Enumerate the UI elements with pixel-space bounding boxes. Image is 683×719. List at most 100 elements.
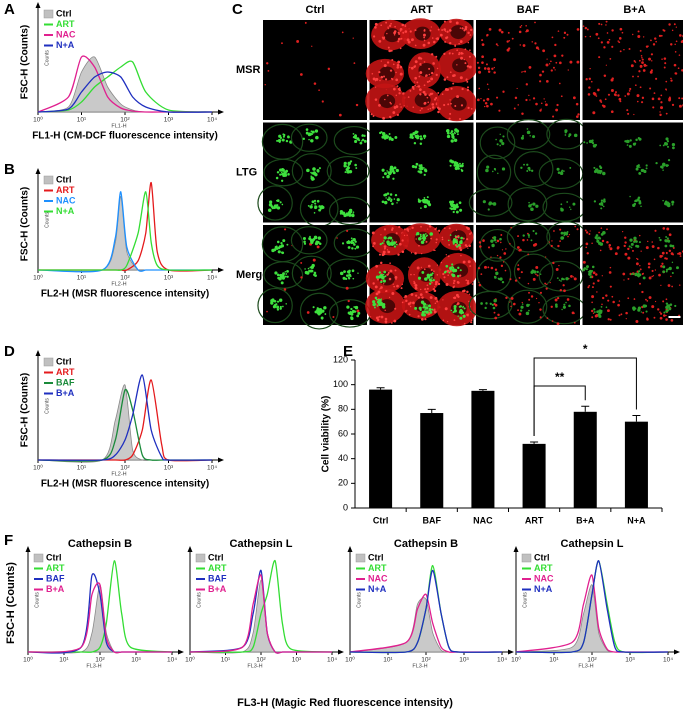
micrograph-spot [495, 43, 498, 46]
micrograph-spot [456, 163, 460, 168]
micrograph-spot [561, 277, 564, 281]
y-axis-label: FSC-H (Counts) [20, 373, 31, 447]
x-inner-label: FL2-H [111, 281, 126, 287]
micrograph-spot [414, 286, 418, 290]
micrograph-spot [437, 28, 440, 31]
x-tick-label: 10² [421, 657, 431, 664]
micrograph-spot [510, 305, 512, 308]
micrograph-spot [585, 268, 588, 271]
column-header: B+A [623, 4, 645, 16]
micrograph-spot [428, 282, 432, 285]
cell-outline [326, 155, 370, 187]
micrograph-spot [641, 58, 644, 61]
micrograph-spot [595, 95, 598, 97]
micrograph-spot [666, 309, 669, 312]
micrograph-spot [393, 319, 397, 323]
micrograph-spot [373, 242, 376, 245]
micrograph-spot [304, 21, 307, 24]
micrograph-spot [457, 315, 459, 317]
micrograph-spot [668, 249, 672, 253]
micrograph-spot [660, 34, 663, 37]
micrograph-spot [308, 138, 310, 141]
micrograph-spot [642, 276, 646, 280]
micrograph-spot [303, 240, 306, 244]
micrograph-spot [373, 35, 376, 38]
micrograph-spot [437, 229, 441, 232]
micrograph-spot [636, 258, 639, 261]
micrograph-spot [382, 176, 385, 179]
micrograph-spot [640, 101, 644, 104]
micrograph-spot [419, 308, 422, 311]
micrograph-spot [540, 102, 543, 105]
micrograph-spot [318, 167, 321, 170]
micrograph-spot [530, 169, 534, 172]
x-tick-label: 10³ [164, 275, 174, 282]
micrograph-spot [445, 283, 449, 286]
micrograph-spot [431, 272, 434, 275]
micrograph-spot [352, 238, 356, 242]
micrograph-spot [414, 60, 418, 64]
density-line [349, 569, 503, 654]
micrograph-spot [318, 208, 322, 212]
micrograph-spot [624, 95, 627, 97]
error-bar [581, 405, 590, 412]
axis-arrow [508, 649, 514, 655]
micrograph-spot [387, 271, 390, 274]
micrograph-spot [386, 170, 388, 172]
micrograph-spot [397, 40, 400, 43]
micrograph-spot [343, 165, 346, 168]
micrograph-spot [380, 24, 383, 27]
micrograph-spot [663, 66, 666, 69]
panel-letter: A [4, 1, 15, 18]
micrograph-spot [281, 251, 285, 255]
micrograph [257, 122, 375, 228]
micrograph-spot [423, 305, 426, 309]
x-tick-label: 10⁴ [207, 275, 217, 282]
micrograph-spot [666, 237, 669, 240]
micrograph-spot [492, 202, 497, 206]
micrograph-spot [490, 239, 494, 243]
micrograph-spot [480, 98, 482, 100]
micrograph-spot [638, 270, 641, 273]
micrograph-spot [637, 308, 641, 312]
micrograph-spot [661, 166, 664, 169]
micrograph-spot [430, 237, 433, 240]
micrograph-spot [355, 245, 360, 249]
micrograph-spot [633, 236, 637, 240]
micrograph-spot [465, 279, 468, 282]
density-line [37, 55, 212, 113]
micrograph-spot [311, 203, 313, 206]
micrograph-spot [645, 298, 647, 301]
micrograph-spot [458, 53, 461, 56]
micrograph-spot [667, 204, 670, 207]
micrograph-spot [488, 88, 490, 90]
micrograph-spot [528, 234, 530, 237]
micrograph-spot [594, 143, 598, 147]
micrograph-spot [418, 56, 421, 60]
micrograph-spot [275, 245, 278, 248]
micrograph-spot [659, 144, 662, 147]
micrograph-spot [386, 61, 390, 64]
cell-outline [290, 123, 328, 152]
micrograph-spot [379, 274, 383, 278]
micrograph-spot [414, 306, 418, 310]
micrograph-spot [638, 171, 642, 175]
micrograph-spot [637, 30, 640, 33]
micrograph-spot [446, 88, 450, 91]
x-tick-label: NAC [473, 515, 493, 525]
micrograph-spot [487, 70, 491, 74]
cell-outline [468, 290, 513, 320]
micrograph-spot [429, 232, 433, 236]
micrograph-spot [639, 265, 641, 267]
micrograph-spot [350, 239, 353, 242]
micrograph-spot [314, 172, 318, 177]
micrograph-spot [415, 238, 417, 240]
micrograph-spot [662, 169, 664, 171]
micrograph-spot [428, 73, 431, 76]
x-tick-label: 10³ [625, 657, 635, 664]
micrograph-spot [660, 106, 664, 110]
micrograph-spot [525, 29, 529, 33]
micrograph-spot [383, 75, 385, 78]
micrograph-spot [596, 239, 600, 243]
